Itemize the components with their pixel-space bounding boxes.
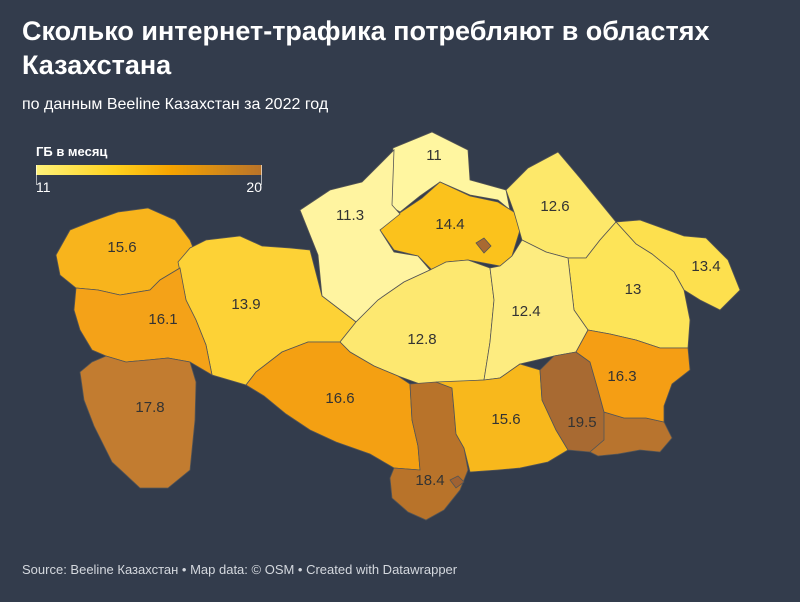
legend-tick-mark-min	[36, 165, 37, 185]
region-label-mangystau: 17.8	[135, 399, 164, 416]
legend-tick-mark-max	[261, 165, 262, 185]
region-label-akmola: 14.4	[435, 216, 464, 233]
region-label-west-kazakhstan: 15.6	[107, 239, 136, 256]
region-label-ulytau: 12.8	[407, 331, 436, 348]
region-zhambyl[interactable]	[435, 363, 569, 473]
region-mangystau[interactable]	[79, 355, 197, 489]
region-label-turkistan: 18.4	[415, 472, 444, 489]
region-label-kyzylorda: 16.6	[325, 390, 354, 407]
region-label-zhambyl: 15.6	[491, 411, 520, 428]
region-zhetysu[interactable]	[575, 329, 691, 423]
region-label-atyrau: 16.1	[148, 311, 177, 328]
region-shymkent[interactable]	[449, 475, 465, 489]
legend-ticks: 11 20	[36, 165, 262, 197]
region-astana[interactable]	[475, 237, 492, 254]
region-atyrau[interactable]	[73, 267, 213, 376]
legend-title: ГБ в месяц	[36, 144, 108, 159]
region-label-zhetysu: 16.3	[607, 368, 636, 385]
region-label-almaty-region: 19.5	[567, 414, 596, 431]
map-title: Сколько интернет-трафика потребляют в об…	[22, 16, 710, 80]
region-label-aktobe: 13.9	[231, 296, 260, 313]
region-north-kazakhstan[interactable]	[387, 131, 511, 213]
legend-gradient-bar	[36, 165, 262, 175]
source-footer: Source: Beeline Казахстан • Map data: © …	[22, 562, 458, 577]
region-label-pavlodar: 12.6	[540, 198, 569, 215]
region-label-karaganda: 12.4	[511, 303, 540, 320]
color-legend: ГБ в месяц 11 20	[36, 144, 262, 197]
map-subtitle: по данным Beeline Казахстан за 2022 год	[22, 96, 329, 113]
region-label-kostanay: 11.3	[336, 207, 364, 224]
region-label-north-kazakhstan: 11	[426, 147, 442, 164]
legend-max-label: 20	[246, 179, 262, 195]
region-label-east-kazakhstan: 13.4	[691, 258, 720, 275]
region-label-abai: 13	[625, 281, 642, 298]
legend-min-label: 11	[36, 179, 51, 195]
